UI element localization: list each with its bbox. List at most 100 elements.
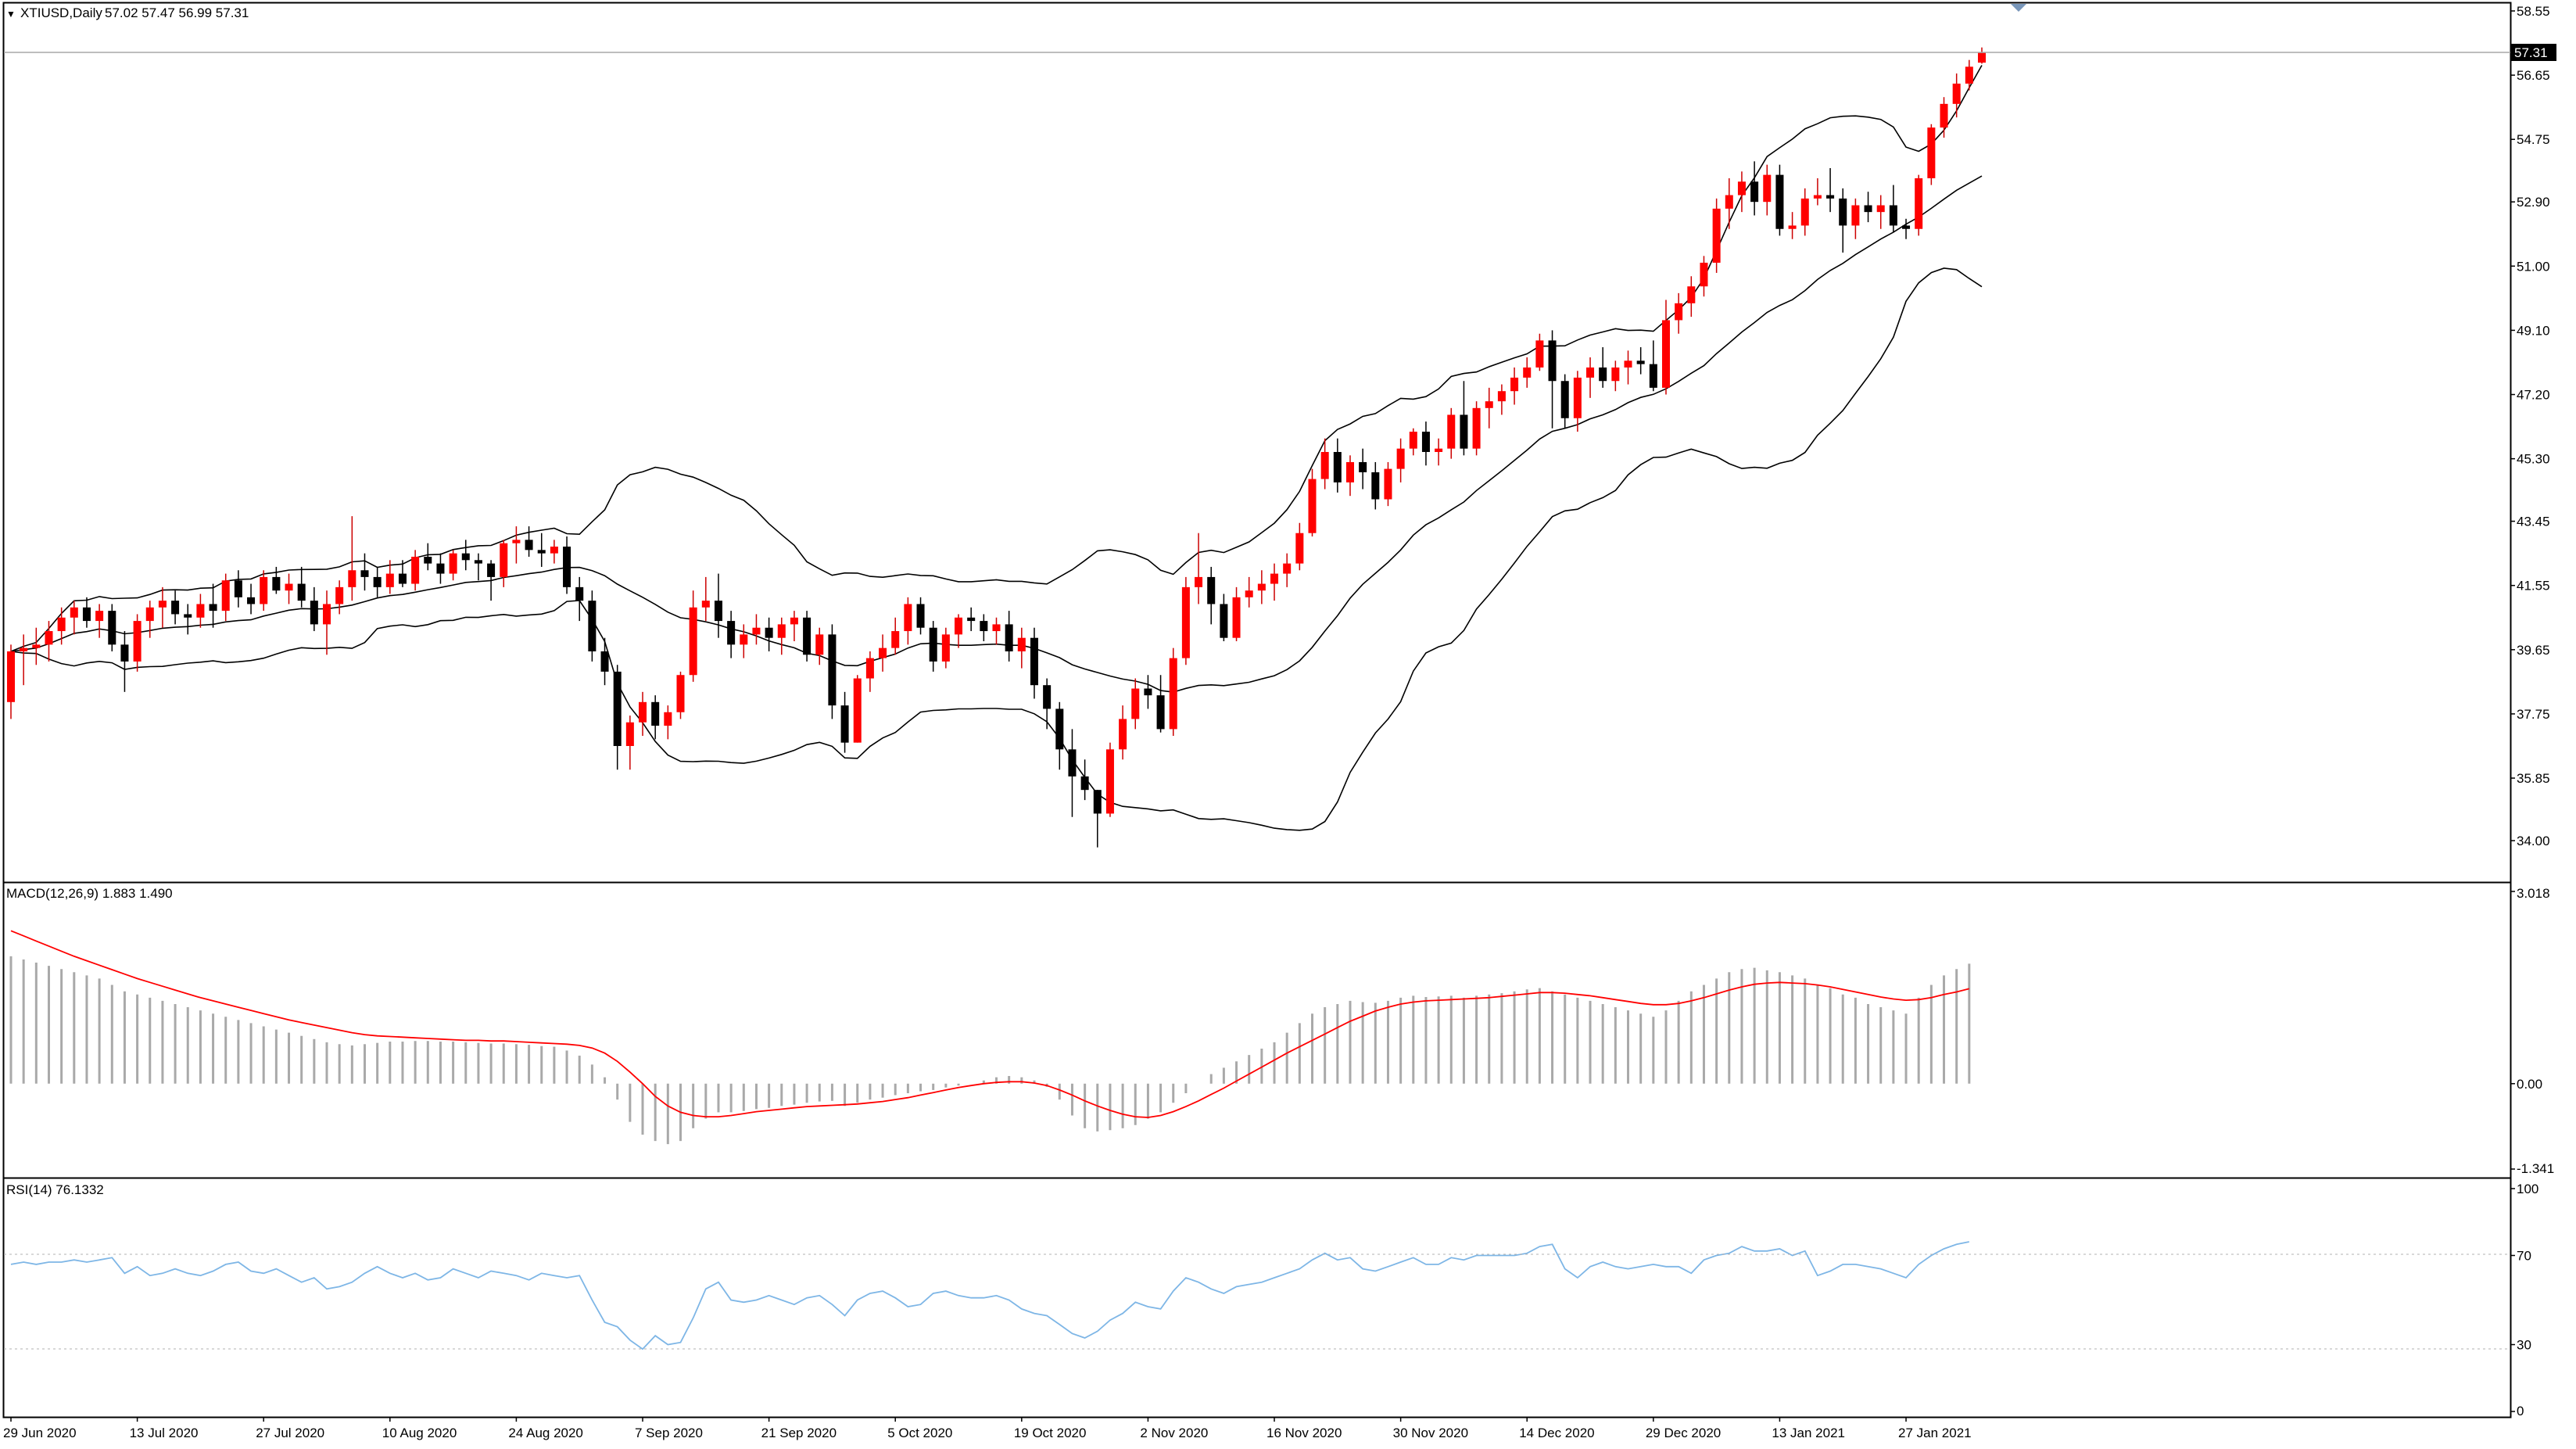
candle-body [992, 624, 1001, 632]
candle-body [1611, 367, 1620, 382]
candle-body [1510, 377, 1519, 392]
candle-body [967, 617, 976, 622]
candle-body [929, 627, 937, 662]
candles [6, 47, 1987, 848]
candle-body [6, 651, 16, 702]
date-tick-label: 2 Nov 2020 [1140, 1426, 1208, 1440]
candle-body [1839, 198, 1847, 226]
price-tick-label: 34.00 [2517, 834, 2550, 848]
candle-body [1421, 432, 1430, 452]
candle-body [676, 675, 685, 712]
price-tick-label: 52.90 [2517, 195, 2550, 210]
candle-body [1333, 451, 1342, 482]
candle-body [1573, 377, 1582, 418]
candle-body [1675, 303, 1683, 321]
candle-body [1497, 391, 1506, 402]
candle-body [980, 621, 988, 632]
candle-body [1560, 381, 1569, 418]
price-tick-label: 58.55 [2517, 4, 2550, 19]
candle-body [1750, 181, 1759, 203]
candle-body [613, 671, 622, 746]
candle-body [1220, 604, 1228, 638]
rsi-label: RSI(14) 76.1332 [6, 1182, 104, 1197]
candle-body [1320, 451, 1329, 479]
macd-tick-label: 3.018 [2517, 886, 2550, 901]
candle-body [904, 604, 912, 632]
candle-body [1156, 695, 1165, 730]
candle-body [1384, 468, 1392, 500]
date-tick-label: 5 Oct 2020 [887, 1426, 952, 1440]
candle-body [20, 647, 28, 651]
candle-body [45, 631, 53, 645]
candle-body [537, 550, 546, 554]
candle-body [752, 627, 761, 635]
candle-body [777, 624, 786, 638]
rsi-tick-label: 70 [2517, 1249, 2531, 1264]
candle-body [625, 722, 634, 746]
candle-body [1169, 658, 1177, 730]
candle-body [449, 553, 457, 574]
candle-body [234, 580, 242, 597]
candle-body [1270, 573, 1279, 584]
price-tick-label: 37.75 [2517, 707, 2550, 722]
candle-body [1396, 448, 1405, 469]
candle-body [1283, 563, 1292, 574]
bollinger-lower-band [10, 267, 1983, 831]
candle-body [1915, 178, 1923, 229]
candle-body [512, 540, 521, 543]
candle-body [1523, 367, 1532, 378]
chart-shift-marker[interactable] [2011, 4, 2026, 12]
candle-body [955, 617, 963, 635]
candle-body [260, 576, 268, 604]
candle-body [1447, 414, 1456, 449]
macd-tick-label: -1.341 [2517, 1161, 2554, 1176]
candle-body [588, 601, 597, 651]
candle-body [865, 658, 874, 679]
candle-body [1902, 225, 1911, 229]
candle-body [196, 604, 205, 618]
symbol-caret-icon[interactable]: ▼ [6, 9, 16, 20]
candle-body [145, 607, 154, 622]
date-tick-label: 7 Sep 2020 [635, 1426, 703, 1440]
date-tick-label: 27 Jul 2020 [256, 1426, 324, 1440]
price-panel-frame [2, 2, 2512, 884]
candle-body [1435, 448, 1443, 452]
price-tick-label: 49.10 [2517, 323, 2550, 338]
candle-body [1308, 479, 1317, 533]
candle-body [1636, 360, 1645, 364]
candle-body [272, 576, 281, 591]
rsi-tick-label: 0 [2517, 1404, 2524, 1419]
candle-body [714, 601, 722, 622]
candle-body [1257, 583, 1266, 591]
date-tick-label: 30 Nov 2020 [1393, 1426, 1468, 1440]
candle-body [1586, 367, 1595, 378]
candle-body [1661, 320, 1671, 388]
candle-body [297, 583, 306, 601]
price-tick-label: 35.85 [2517, 771, 2550, 786]
candle-body [1030, 637, 1038, 686]
candle-body [1232, 597, 1241, 638]
bollinger-upper-band [10, 65, 1983, 652]
candle-body [411, 556, 420, 584]
macd-tick-label: 0.00 [2517, 1077, 2542, 1092]
candle-body [1409, 432, 1417, 449]
candle-body [373, 576, 382, 587]
candle-body [727, 621, 736, 645]
candle-body [95, 611, 104, 622]
candle-body [689, 607, 697, 676]
candle-body [1599, 367, 1607, 382]
candle-body [1144, 688, 1152, 696]
date-tick-label: 19 Oct 2020 [1014, 1426, 1087, 1440]
rsi-tick-label: 30 [2517, 1338, 2531, 1353]
candle-body [32, 644, 41, 648]
candle-body [133, 621, 142, 662]
price-tick-label: 54.75 [2517, 132, 2550, 147]
candle-body [525, 540, 533, 551]
price-tick-label: 47.20 [2517, 388, 2550, 403]
price-tick-label: 56.65 [2517, 68, 2550, 83]
candle-body [1295, 533, 1304, 564]
candle-body [1940, 103, 1948, 128]
price-tick-label: 45.30 [2517, 452, 2550, 467]
candle-body [1043, 685, 1052, 709]
